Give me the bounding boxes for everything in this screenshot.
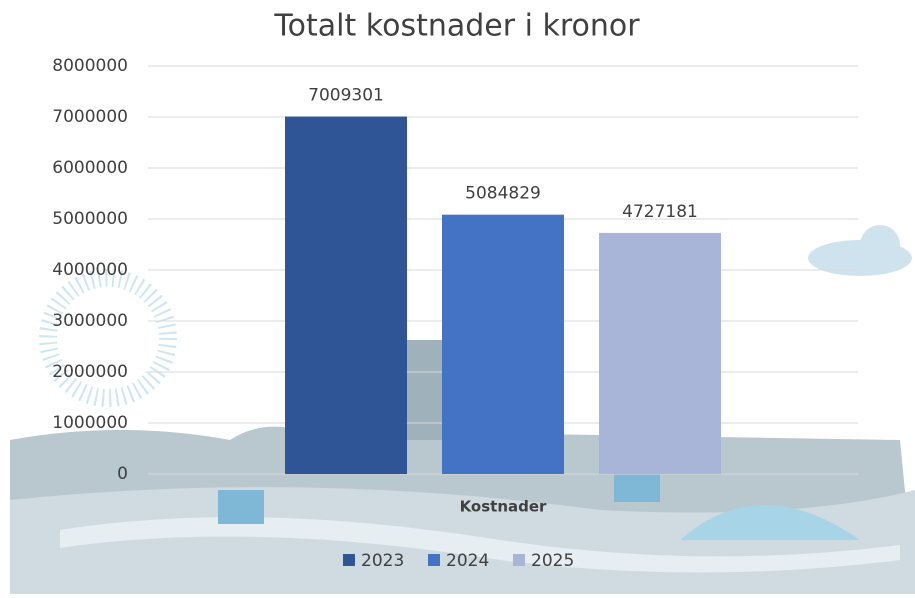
- y-tick-label: 3000000: [52, 311, 128, 331]
- y-tick-label: 7000000: [52, 107, 128, 127]
- church: [405, 340, 445, 440]
- legend-label: 2025: [531, 551, 574, 571]
- y-tick-label: 4000000: [52, 260, 128, 280]
- legend-label: 2023: [361, 551, 404, 571]
- house: [614, 472, 660, 502]
- bar: [285, 116, 407, 475]
- y-tick-label: 6000000: [52, 158, 128, 178]
- data-label: 5084829: [465, 184, 541, 204]
- path: [60, 517, 900, 573]
- y-tick-label: 1000000: [52, 413, 128, 433]
- y-tick-label: 5000000: [52, 209, 128, 229]
- data-label: 4727181: [622, 202, 698, 222]
- legend-swatch: [428, 554, 440, 566]
- legend-swatch: [513, 554, 525, 566]
- legend-label: 2024: [446, 551, 489, 571]
- igloo: [680, 505, 860, 540]
- y-tick-label: 0: [117, 464, 128, 484]
- sun: [39, 269, 177, 407]
- y-tick-label: 2000000: [52, 362, 128, 382]
- house: [218, 490, 264, 524]
- x-tick-label: Kostnader: [460, 498, 547, 516]
- cloud: [860, 225, 900, 265]
- data-label: 7009301: [308, 86, 384, 106]
- bar: [599, 232, 721, 474]
- legend-swatch: [343, 554, 355, 566]
- y-tick-label: 8000000: [52, 56, 128, 76]
- chart-title: Totalt kostnader i kronor: [273, 9, 640, 44]
- bar: [442, 214, 564, 475]
